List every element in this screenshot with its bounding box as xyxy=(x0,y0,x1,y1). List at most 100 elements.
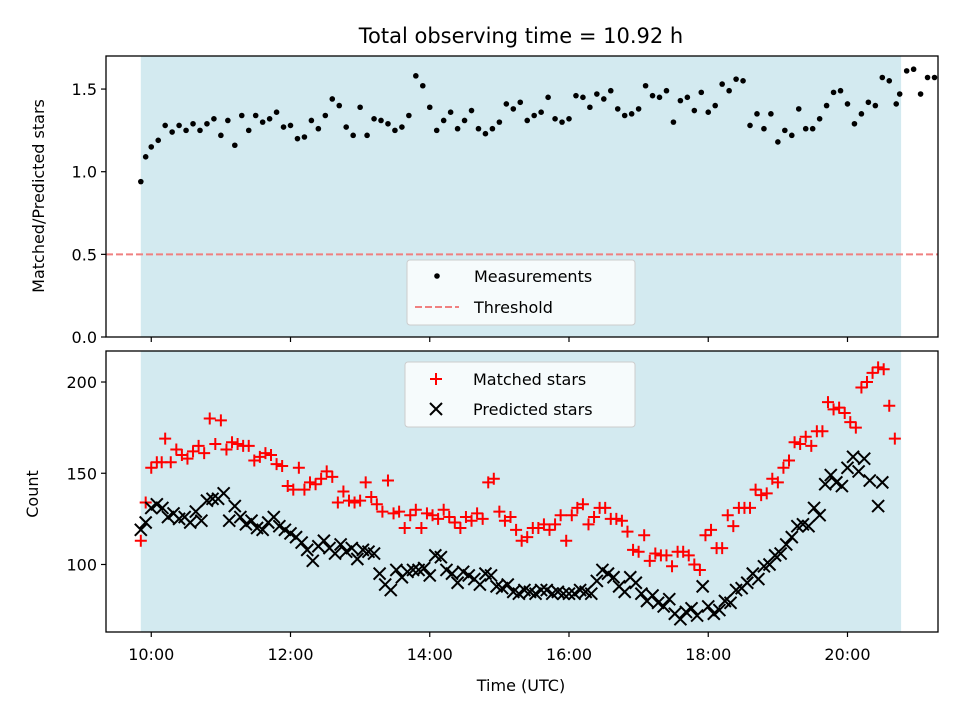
matched-stars-point xyxy=(849,421,862,434)
predicted-stars-point xyxy=(205,492,220,506)
measurement-point xyxy=(788,132,795,139)
matched-stars-point xyxy=(187,445,200,458)
predicted-stars-point xyxy=(450,576,465,590)
matched-stars-point xyxy=(342,494,355,507)
matched-stars-point xyxy=(582,518,595,531)
matched-stars-point xyxy=(493,505,506,518)
predicted-stars-point xyxy=(871,499,885,513)
measurement-point xyxy=(865,99,872,106)
predicted-stars-point xyxy=(857,451,871,466)
measurement-point xyxy=(733,76,739,82)
measurement-point xyxy=(924,74,931,81)
measurement-point xyxy=(510,106,517,112)
matched-stars-point xyxy=(220,443,233,456)
measurement-point xyxy=(844,101,851,107)
measurement-point xyxy=(322,112,329,119)
matched-stars-point xyxy=(727,520,740,533)
measurement-point xyxy=(315,125,322,132)
measurement-point xyxy=(830,89,837,96)
measurement-point xyxy=(614,106,621,112)
predicted-stars-point xyxy=(740,576,754,590)
measurement-point xyxy=(726,87,732,94)
matched-stars-point xyxy=(231,438,244,451)
matched-stars-point xyxy=(381,474,394,487)
measurement-point xyxy=(809,125,816,132)
matched-stars-point xyxy=(198,447,211,460)
matched-stars-point xyxy=(838,407,851,420)
measurement-point xyxy=(378,117,384,124)
matched-stars-point xyxy=(755,489,768,502)
predicted-stars-point xyxy=(645,588,660,603)
matched-stars-point xyxy=(705,523,718,536)
predicted-stars-point xyxy=(773,546,788,561)
matched-stars-point xyxy=(638,529,651,542)
matched-stars-point xyxy=(844,416,857,429)
measurement-point xyxy=(587,104,593,111)
predicted-stars-point xyxy=(617,585,632,599)
bottom-panel: 100 150 200 10:00 12:00 14:00 16:00 18:00 20:00… xyxy=(23,350,939,695)
matched-stars-point xyxy=(145,461,158,474)
matched-stars-point xyxy=(599,501,612,514)
predicted-stars-point xyxy=(345,541,359,555)
matched-stars-point xyxy=(348,496,361,509)
matched-stars-point xyxy=(326,470,339,483)
measurement-point xyxy=(301,134,308,140)
matched-stars-point xyxy=(744,501,757,514)
matched-stars-point xyxy=(181,452,194,465)
measurement-point xyxy=(761,125,767,132)
predicted-stars-point xyxy=(751,572,766,586)
measurement-point xyxy=(336,102,343,109)
predicted-stars-point xyxy=(367,546,381,561)
measurement-point xyxy=(903,68,910,74)
matched-stars-point xyxy=(521,531,534,544)
predicted-stars-point xyxy=(350,552,365,566)
matched-stars-point xyxy=(643,554,656,567)
matched-stars-point xyxy=(309,478,322,491)
measurement-point xyxy=(287,122,294,129)
matched-stars-point xyxy=(170,443,183,456)
bottom-y-axis-label: Count xyxy=(23,470,42,518)
matched-stars-point xyxy=(749,483,762,496)
predicted-stars-point xyxy=(134,523,148,537)
measurement-point xyxy=(656,94,663,101)
measurement-point xyxy=(426,104,433,111)
matched-stars-point xyxy=(699,529,712,542)
bottom-panel-frame xyxy=(105,350,939,633)
measurement-point xyxy=(399,124,405,130)
measurement-point xyxy=(357,104,363,111)
matched-stars-point xyxy=(794,438,807,451)
measurement-point xyxy=(628,111,635,117)
measurement-point xyxy=(273,109,280,115)
legend-measurements-marker xyxy=(434,273,440,279)
top-y-tick-label: 0.0 xyxy=(72,328,97,347)
bottom-x-axis: 10:00 12:00 14:00 16:00 18:00 20:00 xyxy=(128,632,871,664)
bottom-y-tick-label: 150 xyxy=(66,464,97,483)
predicted-stars-point xyxy=(875,475,890,490)
measurement-point xyxy=(468,107,475,114)
top-legend: Measurements Threshold xyxy=(406,259,636,326)
predicted-stars-point xyxy=(807,501,821,515)
measurement-point xyxy=(364,132,370,139)
x-tick-label: 16:00 xyxy=(546,645,592,664)
matched-stars-point xyxy=(588,511,601,524)
predicted-stars-point xyxy=(233,510,248,524)
predicted-stars-point xyxy=(434,550,448,564)
matched-stars-point xyxy=(259,447,272,460)
predicted-stars-point xyxy=(701,599,715,614)
measurement-point xyxy=(252,112,259,119)
measurement-point xyxy=(259,119,266,125)
predicted-stars-point xyxy=(712,603,727,617)
measurement-point xyxy=(893,101,900,107)
measurement-point xyxy=(524,117,531,124)
matched-stars-point xyxy=(393,505,406,518)
predicted-stars-point xyxy=(423,568,437,583)
predicted-stars-point xyxy=(406,563,420,577)
matched-stars-point xyxy=(270,458,283,471)
top-panel: 0.0 0.5 1.0 1.5 Matched/Predicted stars Mea… xyxy=(29,55,939,347)
measurement-point xyxy=(601,96,607,102)
predicted-stars-point xyxy=(328,546,342,561)
measurement-point xyxy=(573,92,579,99)
measurement-point xyxy=(280,124,287,130)
matched-stars-point xyxy=(265,449,278,462)
